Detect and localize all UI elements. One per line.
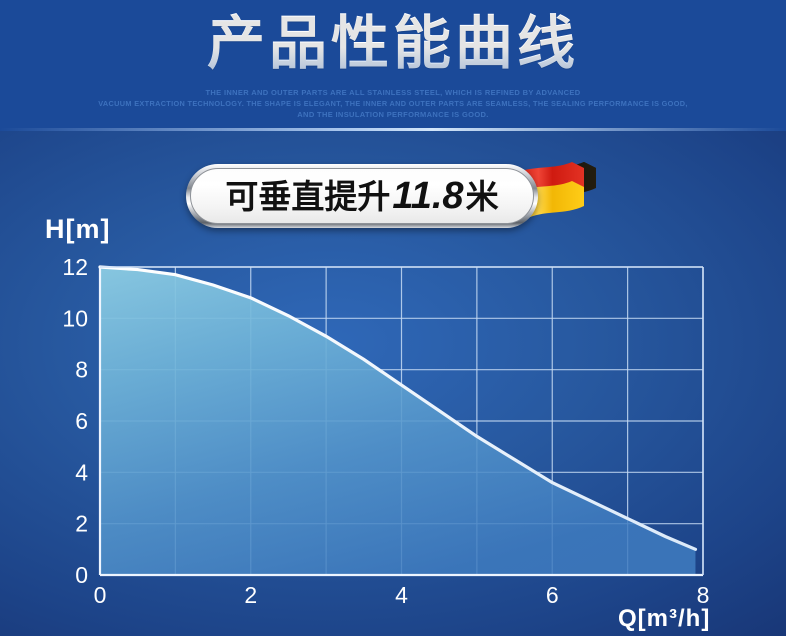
- x-tick-label: 0: [94, 582, 107, 608]
- chart-tick-labels: 0 2 4 6 8 10 12 0 2 4 6 8: [62, 254, 709, 608]
- lift-height-badge: 可垂直提升11.8米: [186, 158, 606, 236]
- x-axis-label: Q[m³/h]: [618, 605, 710, 632]
- x-tick-label: 2: [244, 582, 257, 608]
- performance-curve-line: [98, 265, 698, 551]
- banner-subtitle-line-1: THE INNER AND OUTER PARTS ARE ALL STAINL…: [205, 88, 581, 97]
- badge-body: 可垂直提升11.8米: [190, 168, 534, 224]
- y-tick-label: 10: [62, 305, 88, 331]
- banner-subtitle-line-3: AND THE INSULATION PERFORMANCE IS GOOD.: [297, 110, 489, 119]
- y-tick-label: 0: [75, 562, 88, 588]
- x-tick-label: 4: [395, 582, 408, 608]
- y-tick-label: 8: [75, 357, 88, 383]
- x-tick-label: 8: [697, 582, 710, 608]
- badge-label: 可垂直提升11.8米: [225, 177, 498, 215]
- badge-bezel: 可垂直提升11.8米: [186, 164, 538, 228]
- y-tick-label: 12: [62, 254, 88, 280]
- x-tick-label: 6: [546, 582, 559, 608]
- badge-suffix: 米: [465, 178, 499, 215]
- y-tick-label: 2: [75, 511, 88, 537]
- banner-subtitle-line-2: VACUUM EXTRACTION TECHNOLOGY. THE SHAPE …: [98, 99, 688, 108]
- performance-curve-chart: 0 2 4 6 8 10 12 0 2 4 6 8 H[m] Q[m³/h]: [0, 131, 786, 636]
- chart-canvas: 0 2 4 6 8 10 12 0 2 4 6 8 H[m] Q[m³/h]: [45, 214, 710, 632]
- german-flag-icon: [524, 158, 604, 236]
- y-tick-label: 4: [75, 459, 88, 485]
- chart-axes: [98, 266, 704, 577]
- y-axis-label: H[m]: [45, 214, 111, 244]
- badge-prefix: 可垂直提升: [225, 178, 391, 215]
- header-banner: 产品性能曲线 THE INNER AND OUTER PARTS ARE ALL…: [0, 0, 786, 131]
- curve-area-fill: [100, 267, 696, 575]
- badge-value: 11.8: [392, 175, 464, 217]
- page-title: 产品性能曲线: [0, 8, 786, 80]
- y-tick-label: 6: [75, 408, 88, 434]
